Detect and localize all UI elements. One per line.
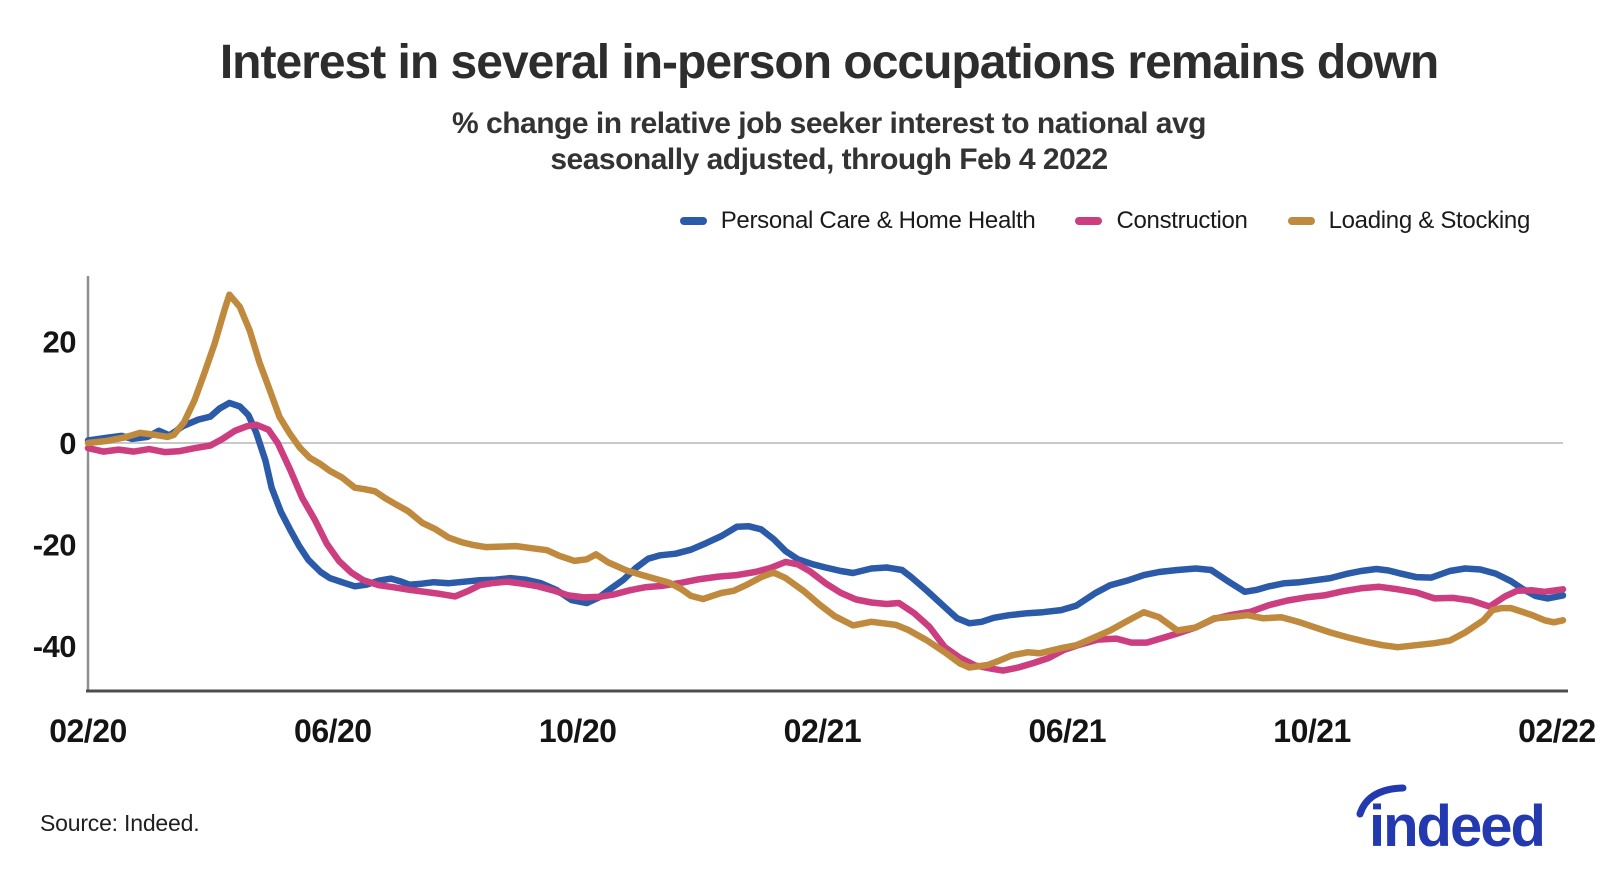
x-tick-label: 02/22 <box>1518 713 1596 749</box>
y-tick-label: 20 <box>43 324 76 359</box>
chart-subtitle-line2: seasonally adjusted, through Feb 4 2022 <box>550 143 1108 177</box>
x-tick-label: 02/21 <box>784 713 862 749</box>
x-tick-label: 10/21 <box>1273 713 1351 749</box>
source-note: Source: Indeed. <box>40 810 200 836</box>
legend-swatch-loading-stocking <box>1287 217 1315 225</box>
y-tick-label: -20 <box>33 528 76 563</box>
chart-header: Interest in several in-person occupation… <box>0 0 1600 179</box>
legend-swatch-construction <box>1075 217 1103 225</box>
series-line-personal-care-home-health <box>84 399 1567 627</box>
chart-subtitle-line1: % change in relative job seeker interest… <box>452 106 1206 140</box>
series-line-construction <box>84 421 1567 674</box>
indeed-logo-arc-icon <box>1356 784 1407 818</box>
indeed-logo: indeed <box>1356 784 1546 859</box>
legend-item-loading-stocking: Loading & Stocking <box>1287 207 1531 235</box>
x-tick-label: 10/20 <box>539 713 617 749</box>
x-tick-label: 02/20 <box>49 713 127 749</box>
chart-legend: Personal Care & Home Health Construction… <box>679 207 1531 235</box>
legend-swatch-personal-care <box>679 217 707 225</box>
indeed-logo-text: indeed <box>1369 794 1544 859</box>
x-tick-label: 06/20 <box>294 713 372 749</box>
legend-item-personal-care: Personal Care & Home Health <box>679 207 1036 235</box>
chart-subtitle: % change in relative job seeker interest… <box>58 106 1600 179</box>
series-line-loading-stocking <box>84 291 1567 671</box>
legend-item-construction: Construction <box>1075 207 1248 235</box>
chart-title: Interest in several in-person occupation… <box>219 36 1439 89</box>
legend-label-loading-stocking: Loading & Stocking <box>1328 207 1531 234</box>
y-tick-label: -40 <box>33 629 76 664</box>
legend-label-construction: Construction <box>1116 207 1248 234</box>
x-tick-label: 06/21 <box>1028 713 1106 749</box>
legend-label-personal-care: Personal Care & Home Health <box>720 207 1036 234</box>
y-tick-label: 0 <box>59 426 76 461</box>
